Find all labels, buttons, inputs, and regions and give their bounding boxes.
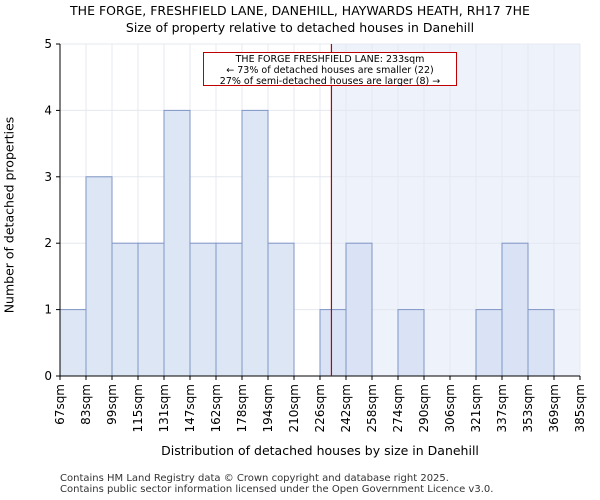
bar — [475, 309, 503, 377]
bar — [241, 109, 269, 377]
bar — [111, 242, 139, 377]
annotation-line2: ← 73% of detached houses are smaller (22… — [226, 65, 434, 76]
x-tick-label: 258sqm — [365, 384, 379, 432]
bar — [501, 242, 529, 377]
x-tick-label: 242sqm — [339, 384, 353, 432]
x-tick-label: 337sqm — [495, 384, 509, 432]
bar — [137, 242, 165, 377]
x-tick-label: 385sqm — [573, 384, 587, 432]
bar — [59, 309, 87, 377]
bar — [267, 242, 295, 377]
annotation-box: THE FORGE FRESHFIELD LANE: 233sqm ← 73% … — [203, 52, 457, 87]
x-tick-label: 226sqm — [313, 384, 327, 432]
bar — [85, 176, 113, 377]
x-tick-label: 210sqm — [287, 384, 301, 432]
bar — [215, 242, 243, 377]
x-axis-label: Distribution of detached houses by size … — [161, 443, 479, 458]
chart-title-line2: Size of property relative to detached ho… — [125, 20, 475, 35]
annotation-line3: 27% of semi-detached houses are larger (… — [219, 76, 441, 87]
chart-title-line1: THE FORGE, FRESHFIELD LANE, DANEHILL, HA… — [70, 3, 530, 18]
bar — [163, 109, 191, 377]
bar — [345, 242, 373, 377]
annotation-line1: THE FORGE FRESHFIELD LANE: 233sqm — [235, 54, 425, 65]
x-tick-label: 353sqm — [521, 384, 535, 432]
y-tick-label: 1 — [44, 303, 52, 317]
x-tick-label: 83sqm — [79, 384, 93, 425]
x-tick-label: 115sqm — [131, 384, 145, 432]
x-tick-label: 178sqm — [235, 384, 249, 432]
x-tick-label: 131sqm — [157, 384, 171, 432]
y-axis-label: Number of detached properties — [1, 116, 17, 314]
x-tick-label: 99sqm — [105, 384, 119, 425]
bar — [189, 242, 217, 377]
footer-licence: Contains public sector information licen… — [60, 484, 494, 495]
y-tick-label: 0 — [44, 369, 52, 383]
x-tick-label: 67sqm — [53, 384, 67, 425]
y-tick-label: 5 — [44, 37, 52, 51]
y-tick-label: 2 — [44, 236, 52, 250]
x-tick-label: 290sqm — [417, 384, 431, 432]
bar — [527, 309, 555, 377]
y-tick-label: 4 — [44, 103, 52, 117]
x-tick-label: 162sqm — [209, 384, 223, 432]
x-tick-label: 274sqm — [391, 384, 405, 432]
bar — [319, 309, 347, 377]
bar — [397, 309, 425, 377]
footer-copyright: Contains HM Land Registry data © Crown c… — [60, 473, 449, 484]
x-tick-label: 194sqm — [261, 384, 275, 432]
x-tick-label: 147sqm — [183, 384, 197, 432]
x-tick-label: 369sqm — [547, 384, 561, 432]
x-tick-label: 306sqm — [443, 384, 457, 432]
x-tick-label: 321sqm — [469, 384, 483, 432]
y-tick-label: 3 — [44, 170, 52, 184]
